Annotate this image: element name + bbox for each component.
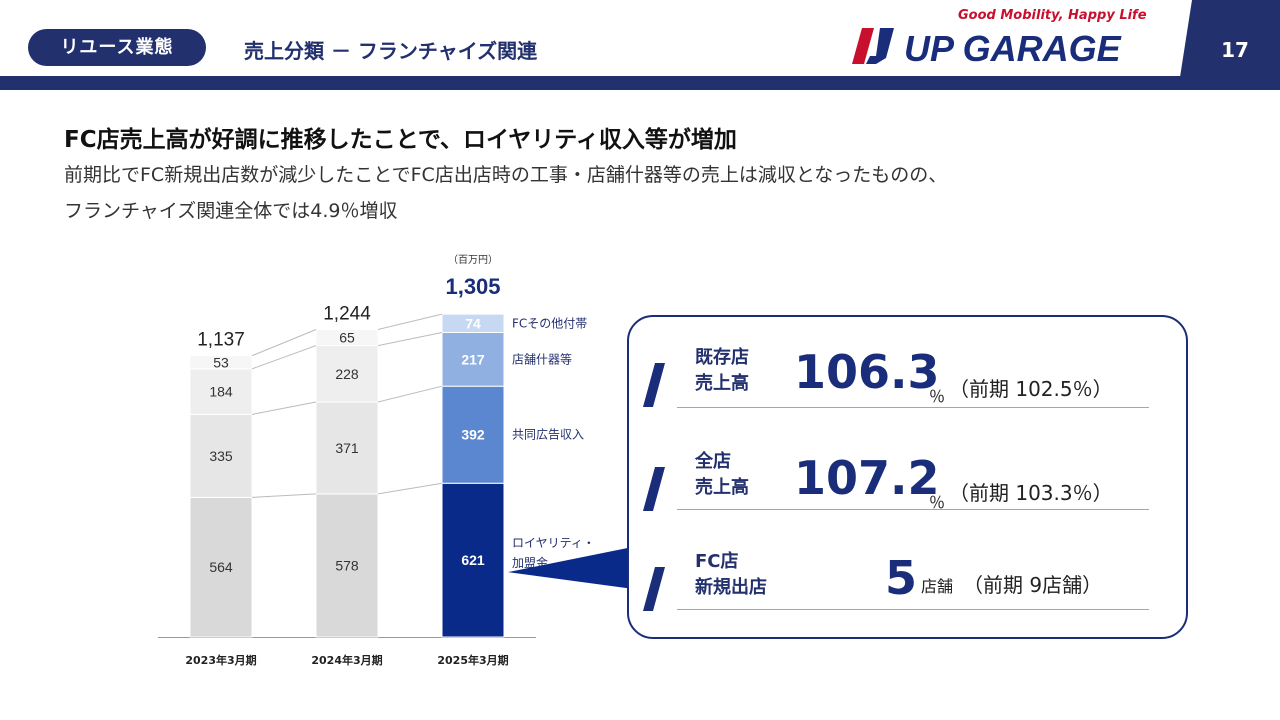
data-label: 371 bbox=[335, 440, 359, 456]
bar-segment bbox=[189, 355, 253, 370]
data-label: 228 bbox=[335, 366, 359, 382]
kpi-previous: （前期 9店舗） bbox=[963, 573, 1103, 597]
divider bbox=[677, 407, 1149, 408]
category-label: 2024年3月期 bbox=[311, 653, 382, 667]
legend-label: 店舗什器等 bbox=[512, 352, 572, 366]
total-label: 1,305 bbox=[445, 274, 500, 299]
connector-line bbox=[377, 482, 443, 495]
connector-line bbox=[251, 401, 317, 415]
data-label: 184 bbox=[209, 384, 233, 400]
divider bbox=[677, 509, 1149, 510]
legend-label: ロイヤリティ・ bbox=[512, 536, 595, 550]
divider bbox=[677, 609, 1149, 610]
legend-label: FCその他付帯 bbox=[512, 316, 587, 330]
kpi-all-store-sales: 全店 売上高 107.2 ％ （前期 103.3％） bbox=[629, 435, 1186, 535]
category-label: 2025年3月期 bbox=[437, 653, 508, 667]
data-label: 217 bbox=[461, 351, 485, 367]
bar-segment bbox=[189, 496, 253, 638]
data-label: 564 bbox=[209, 559, 233, 575]
data-label: 65 bbox=[339, 330, 355, 346]
category-label: 2023年3月期 bbox=[185, 653, 256, 667]
kpi-value: 5 bbox=[885, 551, 918, 605]
kpi-label: 既存店 売上高 bbox=[695, 347, 749, 394]
connector-line bbox=[377, 385, 443, 403]
header-band bbox=[0, 0, 1280, 90]
bar-segment bbox=[189, 413, 253, 498]
page-number: 17 bbox=[1221, 38, 1249, 62]
callout-pointer bbox=[508, 548, 627, 589]
kpi-previous: （前期 103.3％） bbox=[949, 481, 1113, 505]
bar-segment bbox=[315, 328, 379, 347]
connector-line bbox=[251, 493, 317, 498]
data-label: 53 bbox=[213, 354, 229, 370]
data-label: 578 bbox=[335, 557, 359, 573]
bar-segment bbox=[441, 313, 505, 333]
kpi-unit: ％ bbox=[929, 387, 946, 406]
subtext-line-1: 前期比でFC新規出店数が減少したことでFC店出店時の工事・店舗什器等の売上は減収… bbox=[64, 164, 948, 186]
kpi-panel: 既存店 売上高 106.3 ％ （前期 102.5％） 全店 売上高 107.2 ％… bbox=[627, 315, 1188, 639]
slash-icon bbox=[643, 467, 665, 511]
data-label: 335 bbox=[209, 448, 233, 464]
kpi-label: 全店 売上高 bbox=[695, 451, 749, 498]
bar-segment bbox=[315, 401, 379, 495]
connector-line bbox=[377, 313, 443, 330]
total-label: 1,244 bbox=[323, 303, 371, 324]
unit-label: （百万円） bbox=[448, 254, 498, 266]
headline: FC店売上高が好調に推移したことで、ロイヤリティ収入等が増加 bbox=[64, 127, 737, 153]
legend-label: 共同広告収入 bbox=[512, 428, 584, 442]
up-garage-logo: UP GARAGE bbox=[852, 28, 1122, 68]
logo-text: UP GARAGE bbox=[904, 28, 1122, 68]
kpi-previous: （前期 102.5％） bbox=[949, 377, 1113, 401]
kpi-label: FC店 新規出店 bbox=[695, 551, 767, 598]
subtext: 前期比でFC新規出店数が減少したことでFC店出店時の工事・店舗什器等の売上は減収… bbox=[64, 157, 947, 229]
kpi-new-fc-stores: FC店 新規出店 5 店舗 （前期 9店舗） bbox=[629, 537, 1186, 637]
data-label: 621 bbox=[461, 552, 485, 568]
kpi-value: 106.3 bbox=[794, 345, 940, 399]
data-label: 74 bbox=[465, 315, 481, 331]
bar-segment bbox=[441, 385, 505, 484]
connector-line bbox=[251, 329, 317, 357]
kpi-existing-store-sales: 既存店 売上高 106.3 ％ （前期 102.5％） bbox=[629, 331, 1186, 431]
connector-line bbox=[251, 345, 317, 370]
subtext-line-2: フランチャイズ関連全体では4.9％増収 bbox=[64, 200, 398, 222]
page-title: 売上分類 － フランチャイズ関連 bbox=[244, 39, 538, 63]
kpi-unit: 店舗 bbox=[921, 577, 954, 596]
connector-line bbox=[377, 331, 443, 347]
section-badge: リユース業態 bbox=[28, 29, 206, 66]
bar-segment bbox=[441, 331, 505, 387]
data-label: 392 bbox=[461, 427, 485, 443]
total-label: 1,137 bbox=[197, 330, 245, 351]
kpi-value: 107.2 bbox=[794, 451, 940, 505]
bar-segment bbox=[315, 345, 379, 403]
bar-segment bbox=[315, 493, 379, 638]
brand-tagline: Good Mobility, Happy Life bbox=[958, 8, 1147, 23]
slash-icon bbox=[643, 567, 665, 611]
bar-segment bbox=[189, 368, 253, 415]
header: リユース業態 売上分類 － フランチャイズ関連 Good Mobility, H… bbox=[0, 0, 1280, 92]
slash-icon bbox=[643, 363, 665, 407]
kpi-unit: ％ bbox=[929, 493, 946, 512]
